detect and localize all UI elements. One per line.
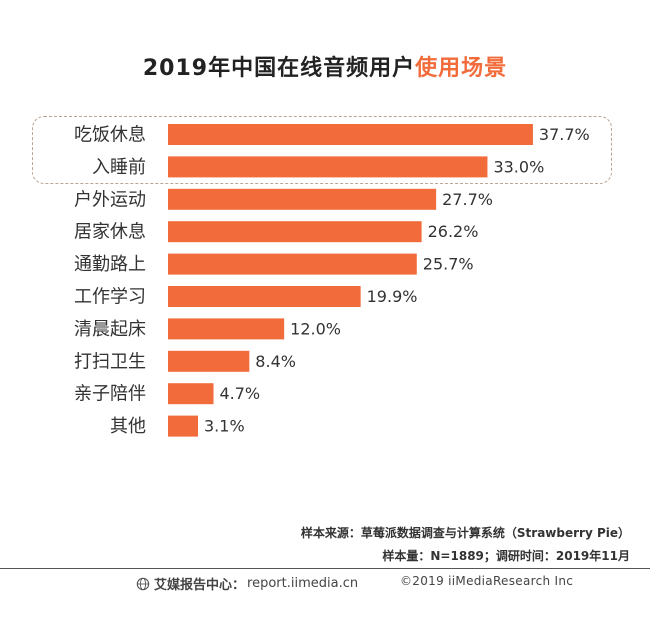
bar xyxy=(168,188,437,210)
sample-note: 样本量：N=1889；调研时间：2019年11月 xyxy=(382,549,630,563)
footer-brand: 艾媒报告中心： report.iimedia.cn xyxy=(136,574,358,593)
bar xyxy=(168,383,214,405)
category-label: 吃饭休息 xyxy=(74,125,146,146)
bar xyxy=(168,415,199,437)
value-label: 37.7% xyxy=(539,125,590,144)
category-label: 居家休息 xyxy=(74,222,146,243)
bar xyxy=(168,286,361,307)
value-label: 8.4% xyxy=(255,352,296,371)
chart-title-main: 2019年中国在线音频用户 xyxy=(142,56,416,81)
bar xyxy=(168,253,417,275)
footer-url[interactable]: report.iimedia.cn xyxy=(247,576,359,591)
footer-brand-label: 艾媒报告中心： xyxy=(154,578,246,593)
footer-divider xyxy=(0,568,650,569)
bar xyxy=(168,156,488,178)
category-label: 亲子陪伴 xyxy=(74,384,146,405)
value-label: 4.7% xyxy=(219,384,260,403)
value-label: 27.7% xyxy=(442,190,493,209)
chart-title: 2019年中国在线音频用户使用场景 xyxy=(0,50,650,82)
value-label: 25.7% xyxy=(423,255,474,274)
category-label: 其他 xyxy=(110,416,146,437)
value-label: 26.2% xyxy=(428,222,479,241)
footer-copyright: ©2019 iiMediaResearch Inc xyxy=(400,574,574,588)
value-label: 3.1% xyxy=(204,417,245,436)
category-label: 清晨起床 xyxy=(74,319,146,340)
value-label: 33.0% xyxy=(493,157,544,176)
globe-icon xyxy=(136,577,150,590)
bar xyxy=(168,221,422,243)
chart-title-highlight: 使用场景 xyxy=(415,56,508,81)
bar xyxy=(168,350,250,372)
highlight-box xyxy=(32,116,612,184)
value-label: 19.9% xyxy=(367,287,418,306)
bar xyxy=(168,318,285,340)
source-note: 样本来源：草莓派数据调查与计算系统（Strawberry Pie） xyxy=(300,526,630,540)
category-label: 工作学习 xyxy=(74,287,146,308)
bar-chart: 吃饭休息 37.7% 入睡前 33.0% 户外运动 27.7% 居家休息 26.2% 通勤路上 2… xyxy=(74,124,590,437)
category-label: 入睡前 xyxy=(92,157,146,178)
category-label: 通勤路上 xyxy=(74,254,146,275)
bar xyxy=(168,124,533,145)
category-label: 户外运动 xyxy=(74,189,146,210)
value-label: 12.0% xyxy=(290,319,341,338)
category-label: 打扫卫生 xyxy=(74,351,146,372)
